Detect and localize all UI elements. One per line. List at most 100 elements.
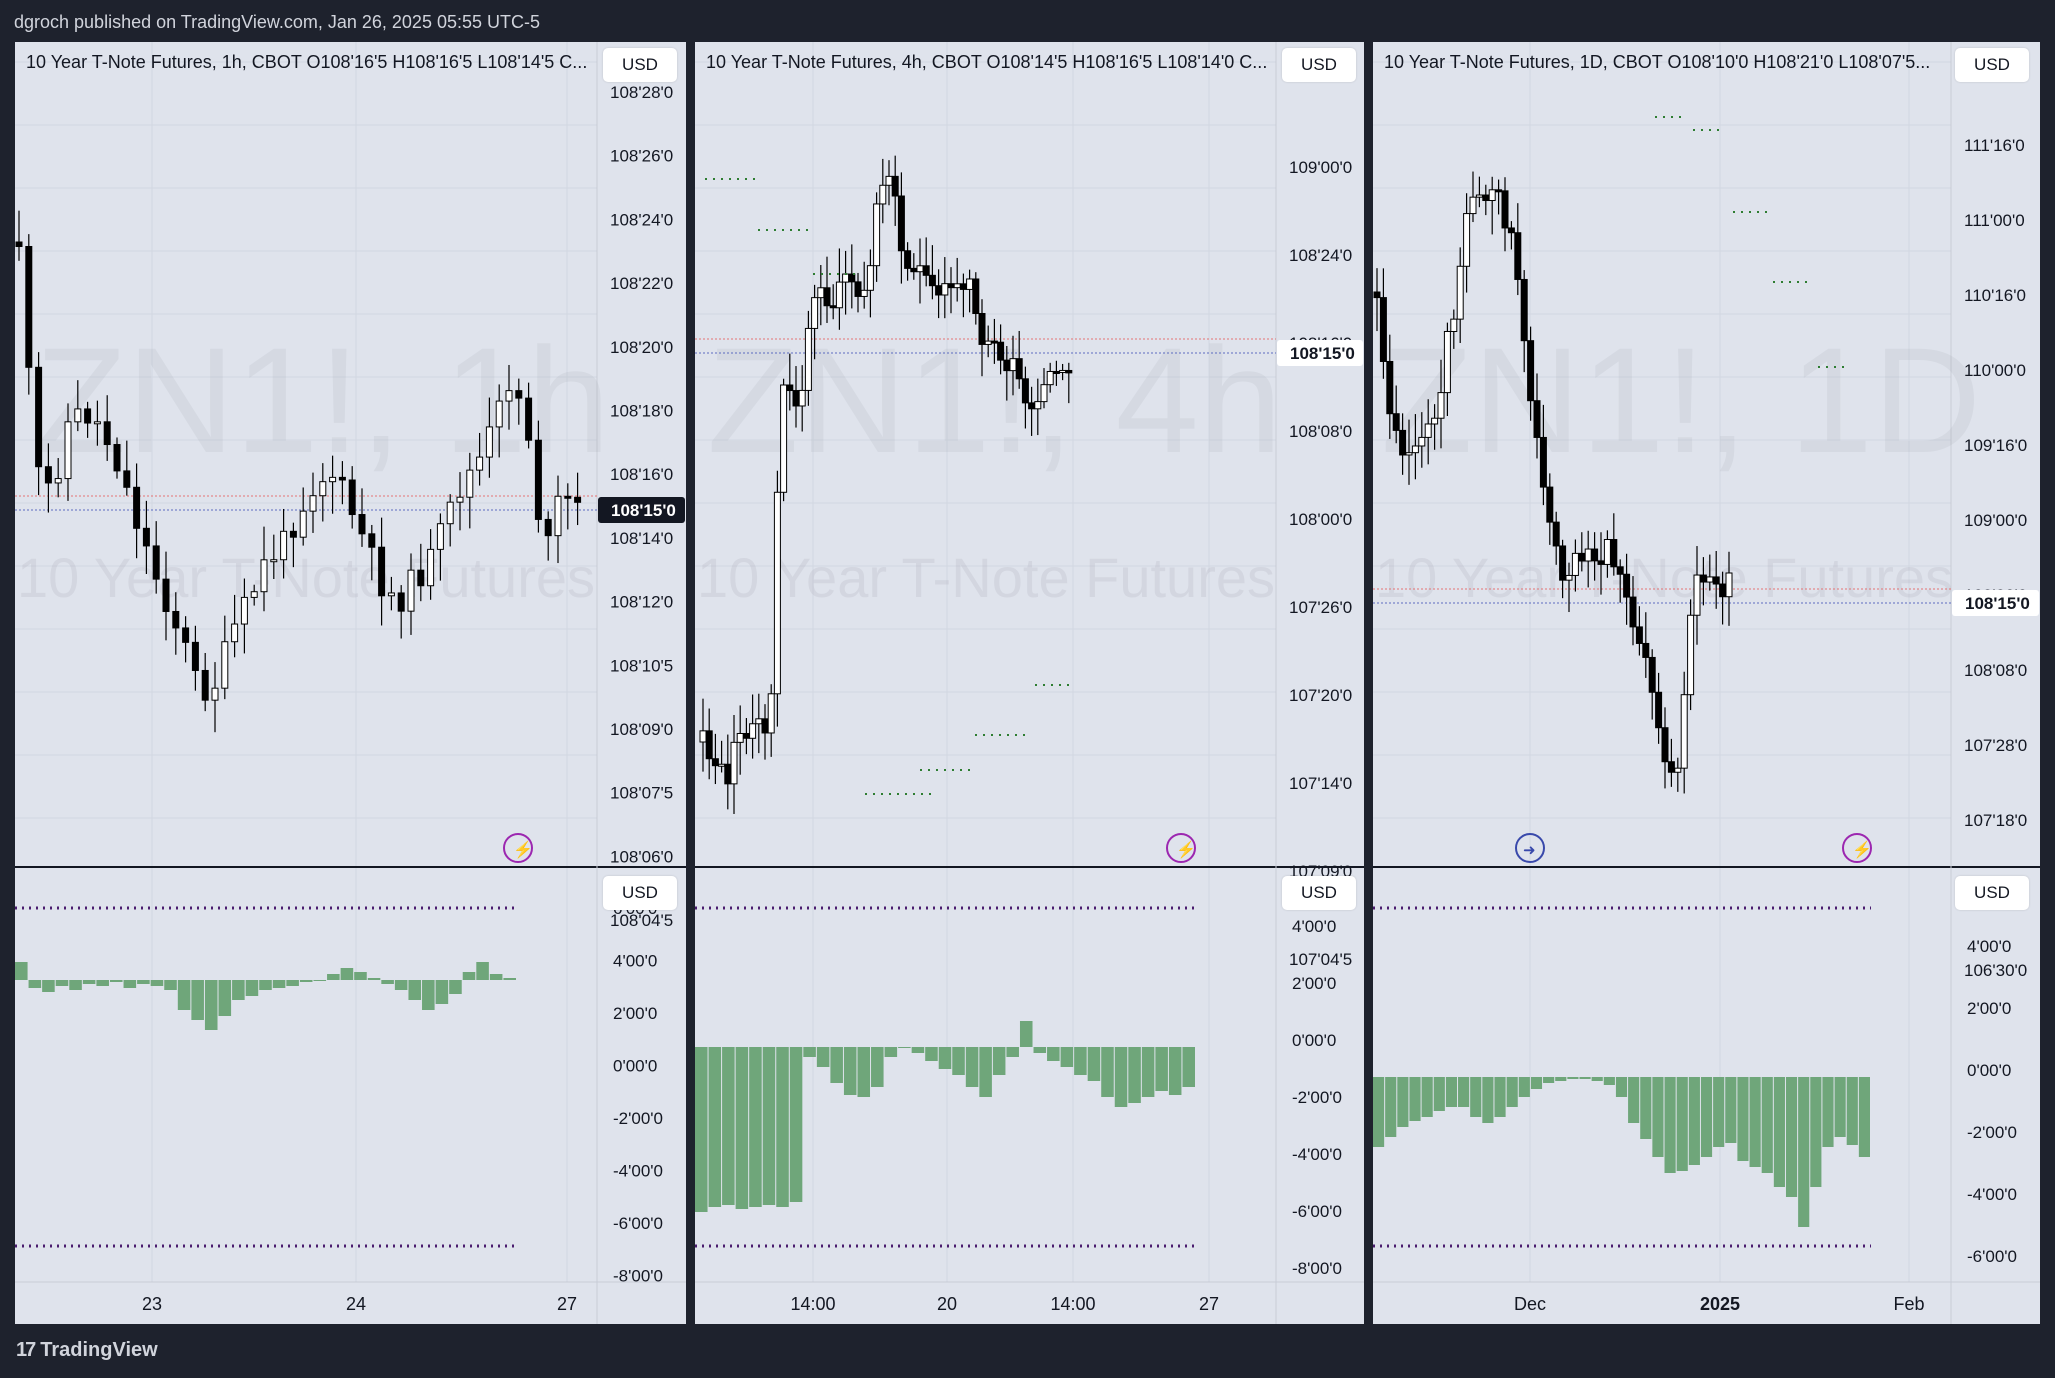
time-tick-label: 2025 bbox=[1700, 1294, 1740, 1314]
candle-body bbox=[1635, 626, 1643, 644]
histogram-bar bbox=[1822, 1077, 1834, 1147]
price-tick-label: 108'10'5 bbox=[610, 656, 673, 675]
candle-body bbox=[928, 274, 936, 287]
candle-body bbox=[1648, 656, 1656, 693]
histogram-bar bbox=[408, 980, 422, 1000]
histogram-bar bbox=[1555, 1077, 1567, 1081]
price-tick-label: 110'00'0 bbox=[1964, 361, 2026, 380]
candle-body bbox=[984, 340, 992, 345]
candle-body bbox=[1443, 330, 1451, 394]
chart-canvas-1d[interactable]: ZN1!, 1D 10 Year T-Note Futures ⚡ ➜ 111'16'0… bbox=[1373, 42, 2040, 1324]
candle-body bbox=[1584, 548, 1592, 562]
price-tick-label: 110'16'0 bbox=[1964, 286, 2026, 305]
candle-body bbox=[1565, 574, 1573, 581]
candle-body bbox=[817, 287, 825, 299]
chart-panel-1d[interactable]: ZN1!, 1D 10 Year T-Note Futures ⚡ ➜ 111'16'0… bbox=[1373, 42, 2040, 1324]
histogram-bar bbox=[435, 980, 449, 1004]
candle-body bbox=[1015, 358, 1023, 380]
candle-body bbox=[1411, 445, 1419, 454]
histogram-bar bbox=[1530, 1077, 1543, 1089]
candle-body bbox=[44, 466, 52, 484]
histogram-bar bbox=[1385, 1077, 1397, 1137]
histogram-bar bbox=[1074, 1047, 1087, 1075]
histogram-bar bbox=[1834, 1077, 1846, 1137]
oscillator-tick-label: -2'00'0 bbox=[1967, 1123, 2017, 1142]
chart-panel-4h[interactable]: ZN1!, 4h 10 Year T-Note Futures ⚡ 109'00'0 1… bbox=[695, 42, 1364, 1324]
candle-body bbox=[1725, 572, 1733, 598]
candle-body bbox=[1616, 566, 1624, 575]
candle-body bbox=[495, 400, 503, 428]
candle-body bbox=[935, 285, 943, 296]
histogram-bar bbox=[1006, 1047, 1019, 1057]
publish-header: dgroch published on TradingView.com, Jan… bbox=[0, 0, 2055, 42]
histogram-bar bbox=[1101, 1047, 1114, 1097]
candle-body bbox=[1456, 265, 1464, 320]
price-tick-label: 108'07'5 bbox=[610, 784, 673, 803]
price-tick-label: 109'16'0 bbox=[1964, 436, 2027, 455]
histogram-bar bbox=[245, 980, 259, 996]
histogram-bar bbox=[830, 1047, 843, 1083]
candle-body bbox=[103, 421, 111, 446]
candle-body bbox=[515, 390, 523, 399]
last-price-box bbox=[598, 497, 685, 523]
candle-body bbox=[916, 265, 924, 273]
candle-body bbox=[1706, 576, 1714, 583]
symbol-legend[interactable]: 10 Year T-Note Futures, 1h, CBOT O108'16… bbox=[26, 52, 588, 72]
currency-button-oscillator[interactable]: USD bbox=[1955, 876, 2029, 910]
symbol-legend[interactable]: 10 Year T-Note Futures, 1D, CBOT O108'10… bbox=[1384, 52, 1931, 72]
chart-canvas-1h[interactable]: ZN1!, 1h 10 Year T-Note Futures ⚡ 108'28'0 1… bbox=[15, 42, 686, 1324]
symbol-legend[interactable]: 10 Year T-Note Futures, 4h, CBOT O108'14… bbox=[706, 52, 1268, 72]
histogram-bar bbox=[1761, 1077, 1773, 1173]
currency-button[interactable]: USD bbox=[1955, 48, 2029, 82]
histogram-bar bbox=[1114, 1047, 1128, 1107]
candle-body bbox=[997, 341, 1005, 361]
currency-button[interactable]: USD bbox=[1282, 48, 1356, 82]
currency-button[interactable]: USD bbox=[603, 48, 677, 82]
histogram-bar bbox=[137, 980, 150, 984]
candle-body bbox=[780, 384, 788, 493]
chart-panel-1h[interactable]: ZN1!, 1h 10 Year T-Note Futures ⚡ 108'28'0 1… bbox=[15, 42, 686, 1324]
candle-body bbox=[319, 481, 327, 497]
histogram-bar bbox=[204, 980, 218, 1030]
candle-body bbox=[1405, 452, 1413, 456]
candle-body bbox=[534, 439, 542, 520]
candle-body bbox=[1603, 539, 1611, 565]
tradingview-logo[interactable]: 17 TradingView bbox=[16, 1339, 158, 1362]
histogram-bar bbox=[1628, 1077, 1640, 1123]
candle-body bbox=[972, 278, 980, 314]
candle-body bbox=[724, 763, 732, 785]
histogram-bar bbox=[1060, 1047, 1074, 1067]
histogram-bar bbox=[1603, 1077, 1615, 1085]
currency-button-oscillator[interactable]: USD bbox=[603, 876, 677, 910]
price-tick-label: 108'06'0 bbox=[610, 847, 673, 866]
candle-body bbox=[873, 203, 881, 267]
candle-body bbox=[1680, 694, 1688, 769]
oscillator-tick-label: -4'00'0 bbox=[1967, 1185, 2017, 1204]
candle-body bbox=[1065, 369, 1073, 374]
oscillator-tick-label: -8'00'0 bbox=[613, 1267, 663, 1286]
time-tick-label: 27 bbox=[1199, 1294, 1219, 1314]
candle-body bbox=[1046, 370, 1054, 386]
price-tick-label: 108'16'0 bbox=[610, 465, 673, 484]
histogram-bar bbox=[1155, 1047, 1168, 1091]
candle-body bbox=[1392, 413, 1400, 431]
oscillator-tick-label: 0'00'0 bbox=[1967, 1061, 2011, 1080]
histogram-bar bbox=[1019, 1021, 1033, 1047]
price-tick-label: 108'24'0 bbox=[1289, 246, 1352, 265]
candle-body bbox=[1482, 194, 1490, 202]
histogram-bar bbox=[109, 980, 123, 982]
histogram-bar bbox=[150, 980, 164, 986]
price-tick-label: 111'16'0 bbox=[1964, 136, 2025, 155]
candle-body bbox=[15, 241, 23, 247]
histogram-bar bbox=[1567, 1077, 1579, 1079]
candle-body bbox=[1437, 392, 1445, 419]
candle-body bbox=[829, 305, 837, 309]
histogram-bar bbox=[1579, 1077, 1591, 1079]
candle-body bbox=[953, 283, 961, 289]
currency-button-oscillator[interactable]: USD bbox=[1282, 876, 1356, 910]
price-tick-label: 108'12'0 bbox=[610, 593, 673, 612]
alert-icon bbox=[1842, 833, 1872, 863]
histogram-bar bbox=[1421, 1077, 1433, 1117]
histogram-bar bbox=[762, 1047, 776, 1205]
